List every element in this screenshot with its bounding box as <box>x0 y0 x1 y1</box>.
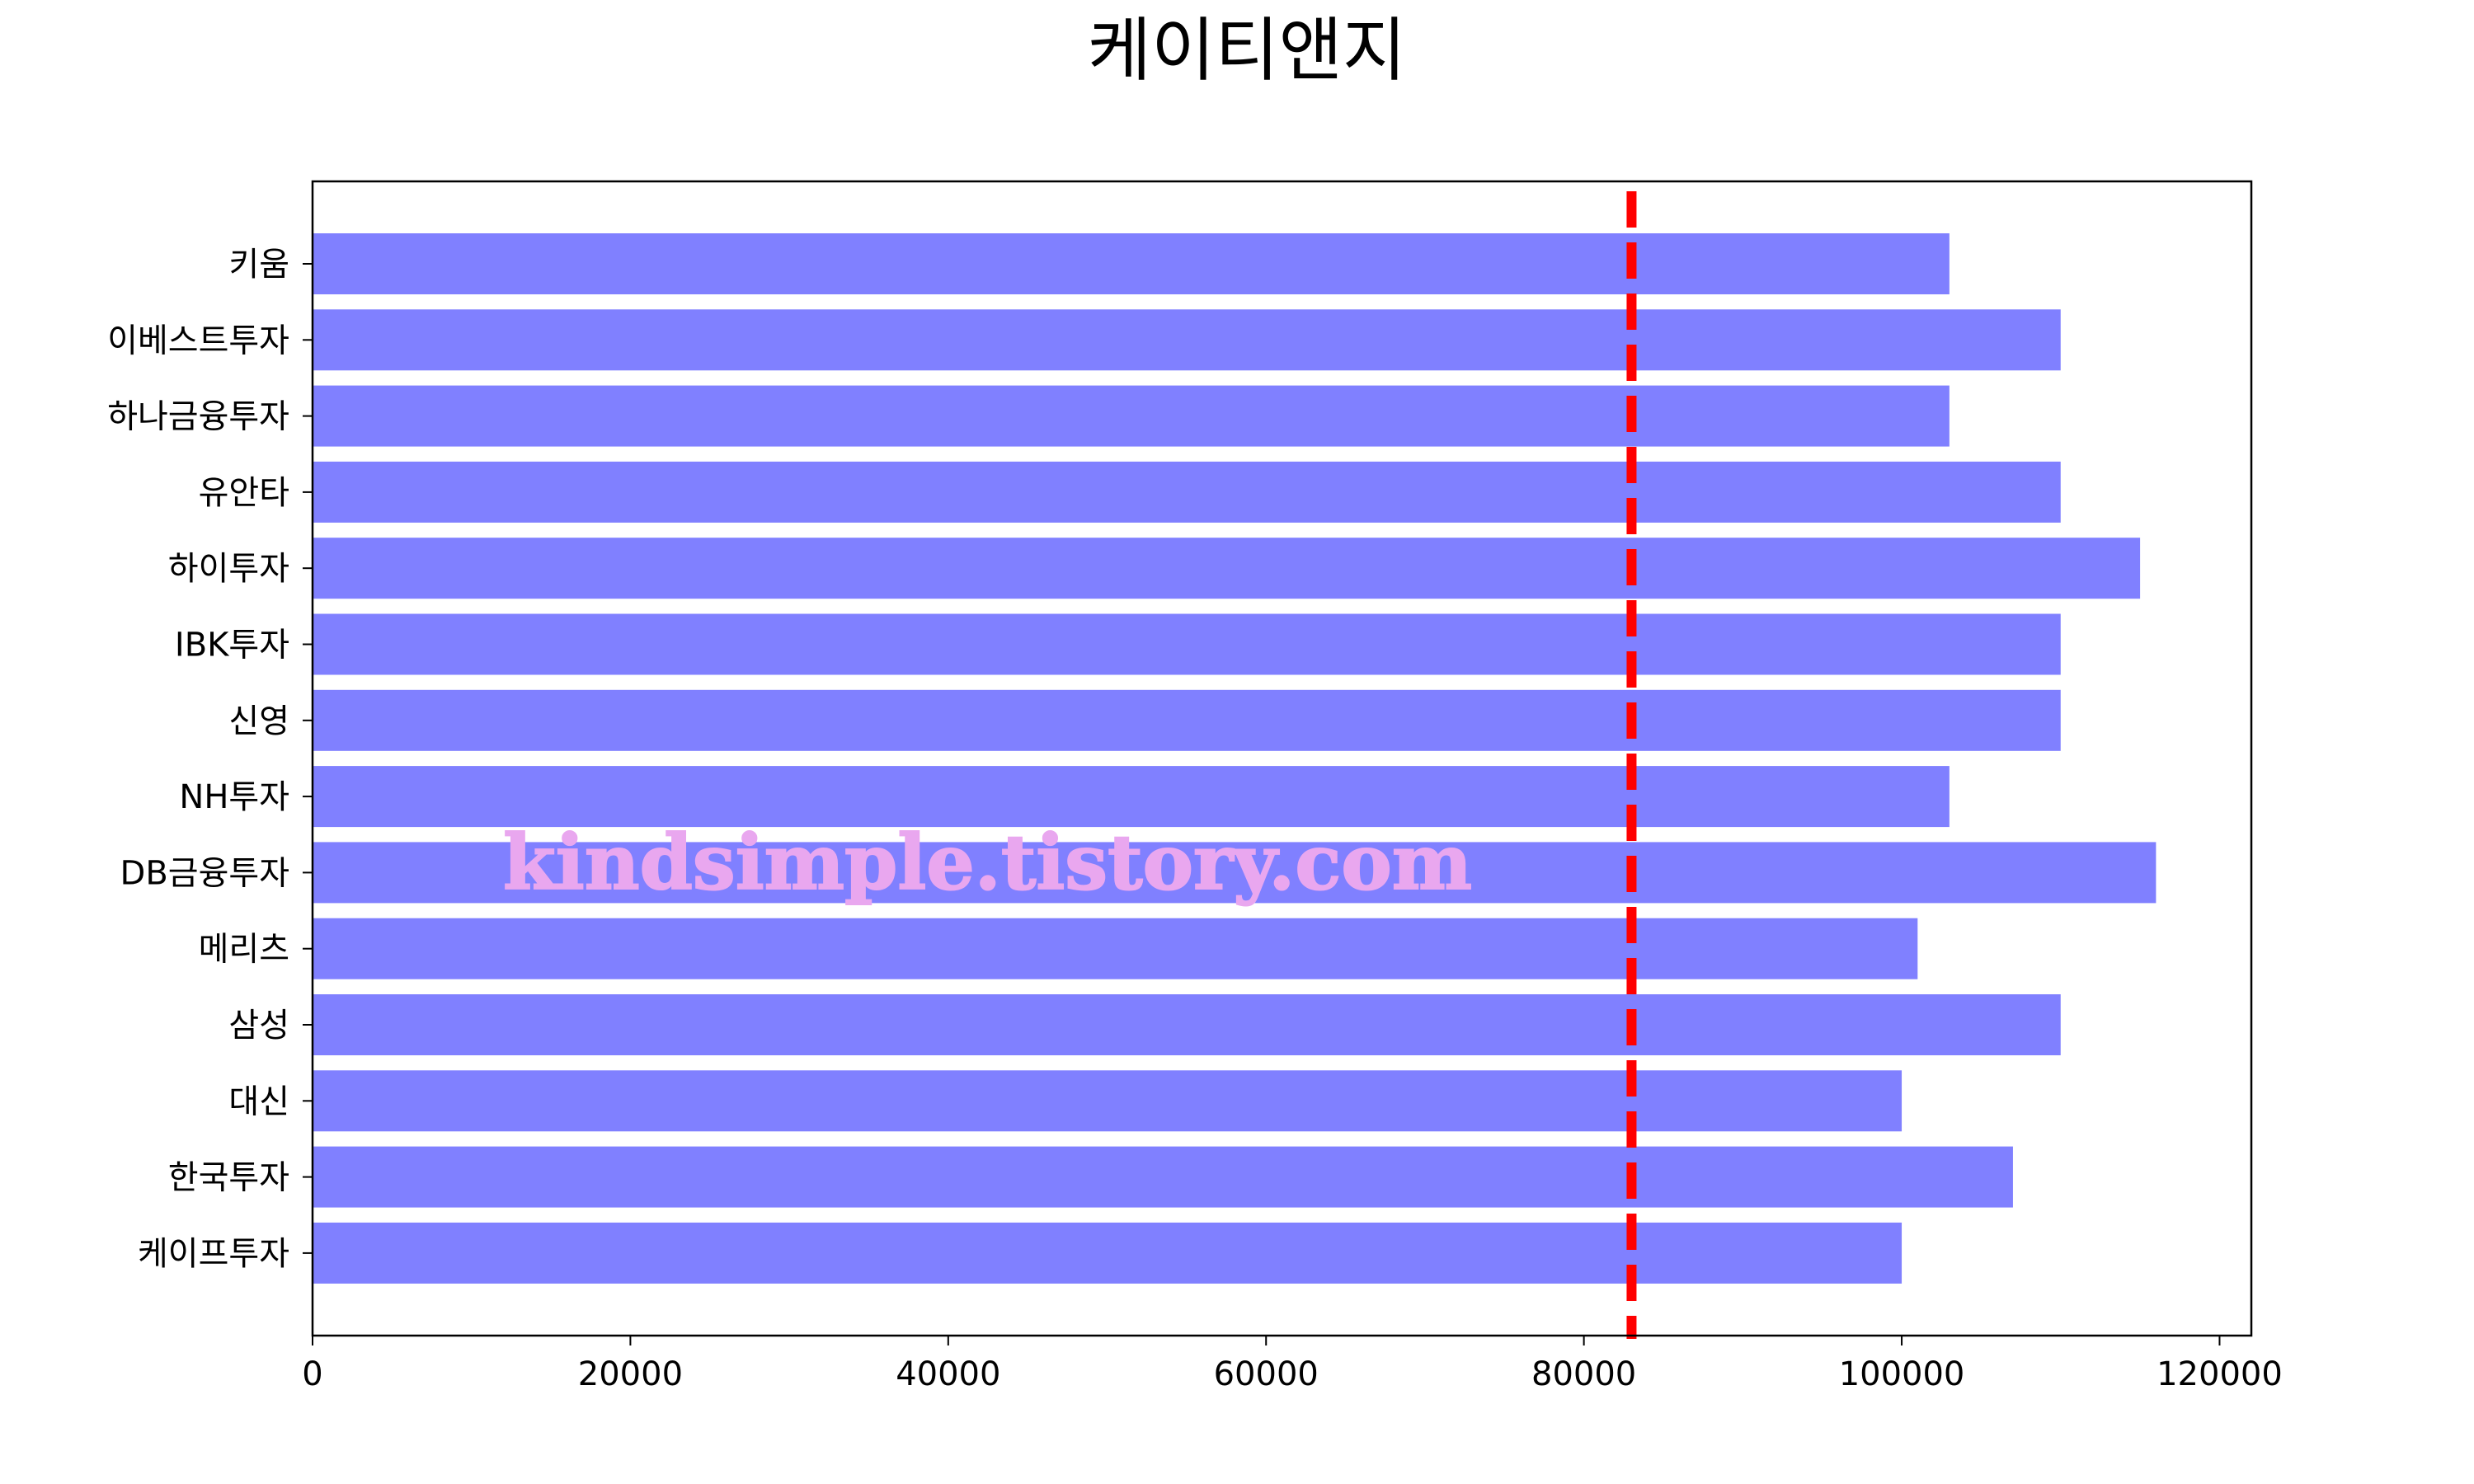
y-tick-label: 메리츠 <box>199 931 289 969</box>
y-tick-label: DB금융투자 <box>120 854 289 892</box>
bar <box>313 689 2061 751</box>
x-tick-label: 40000 <box>896 1355 1000 1393</box>
bar <box>313 613 2061 675</box>
y-tick-label: NH투자 <box>179 778 289 816</box>
bar <box>313 994 2061 1055</box>
bar <box>313 842 2157 904</box>
y-tick-label: 삼성 <box>228 1007 289 1045</box>
y-tick-label: 한국투자 <box>168 1159 289 1197</box>
x-axis-ticks: 0 20000 40000 60000 80000 100000 120000 <box>302 1336 2283 1393</box>
y-tick-label: 키움 <box>228 246 289 284</box>
bar <box>313 461 2061 523</box>
x-tick-label: 80000 <box>1531 1355 1636 1393</box>
x-tick-label: 60000 <box>1214 1355 1319 1393</box>
bar <box>313 766 1950 828</box>
bar <box>313 1146 2013 1208</box>
bars-group <box>313 233 2157 1284</box>
chart-title: 케이티앤지 <box>1088 10 1406 91</box>
y-tick-label: 신영 <box>228 702 289 740</box>
bar <box>313 918 1918 979</box>
bar <box>313 1070 1903 1132</box>
x-tick-label: 20000 <box>578 1355 683 1393</box>
y-tick-label: 이베스트투자 <box>107 322 289 359</box>
bar <box>313 309 2061 371</box>
y-tick-label: IBK투자 <box>175 627 289 665</box>
bar <box>313 1222 1903 1284</box>
y-tick-label: 하이투자 <box>168 550 289 588</box>
bar <box>313 385 1950 447</box>
x-tick-label: 100000 <box>1839 1355 1965 1393</box>
bar <box>313 538 2141 599</box>
bar <box>313 233 1950 294</box>
y-tick-label: 유안타 <box>199 474 289 512</box>
plot-frame <box>311 180 2253 1337</box>
x-tick-label: 0 <box>302 1355 322 1393</box>
y-tick-label: 하나금융투자 <box>107 398 289 436</box>
y-tick-label: 케이프투자 <box>138 1235 289 1273</box>
x-tick-label: 120000 <box>2157 1355 2283 1393</box>
watermark-text: kindsimple.tistory.com <box>503 818 1472 907</box>
y-tick-label: 대신 <box>228 1082 289 1120</box>
